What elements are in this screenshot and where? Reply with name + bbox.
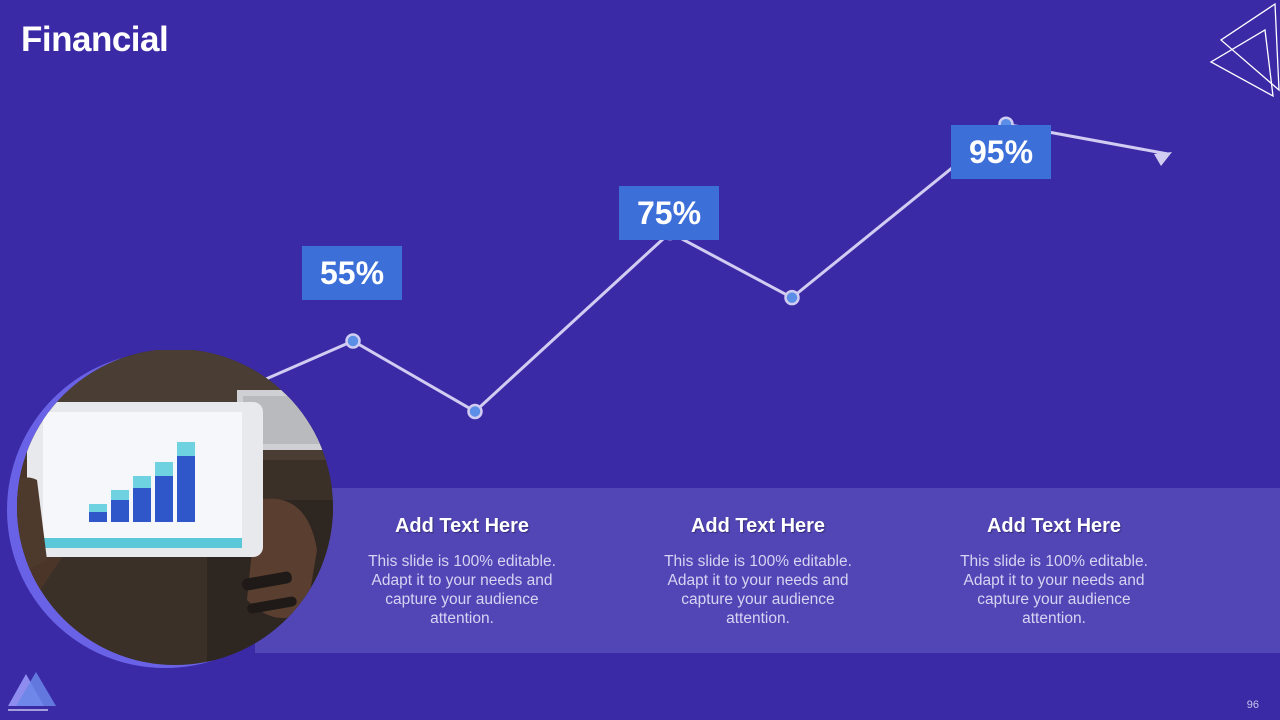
tablet-photo <box>7 350 333 668</box>
info-text-2: This slide is 100% editable. Adapt it to… <box>664 553 852 627</box>
page-number: 96 <box>1246 699 1259 711</box>
info-column-3: Add Text Here This slide is 100% editabl… <box>954 488 1154 628</box>
info-heading-2: Add Text Here <box>690 515 826 537</box>
percent-label-3: 95% <box>951 125 1051 179</box>
percent-label-1: 55% <box>302 246 402 300</box>
trend-point-2 <box>467 403 483 420</box>
trend-point-4 <box>784 289 800 306</box>
percent-label-2: 75% <box>619 186 719 240</box>
slide-title: Financial <box>21 20 169 59</box>
info-text-1: This slide is 100% editable. Adapt it to… <box>368 553 556 627</box>
trend-arrowhead <box>1154 152 1172 166</box>
info-column-2: Add Text Here This slide is 100% editabl… <box>658 488 858 628</box>
info-heading-3: Add Text Here <box>986 515 1122 537</box>
info-text-3: This slide is 100% editable. Adapt it to… <box>960 553 1148 627</box>
info-heading-1: Add Text Here <box>394 515 530 537</box>
triangle-logo-icon <box>8 672 56 711</box>
info-column-1: Add Text Here This slide is 100% editabl… <box>362 488 562 628</box>
outline-triangles-icon <box>1209 2 1280 98</box>
trend-point-1 <box>345 333 361 349</box>
info-band: Add Text Here This slide is 100% editabl… <box>255 488 1280 653</box>
